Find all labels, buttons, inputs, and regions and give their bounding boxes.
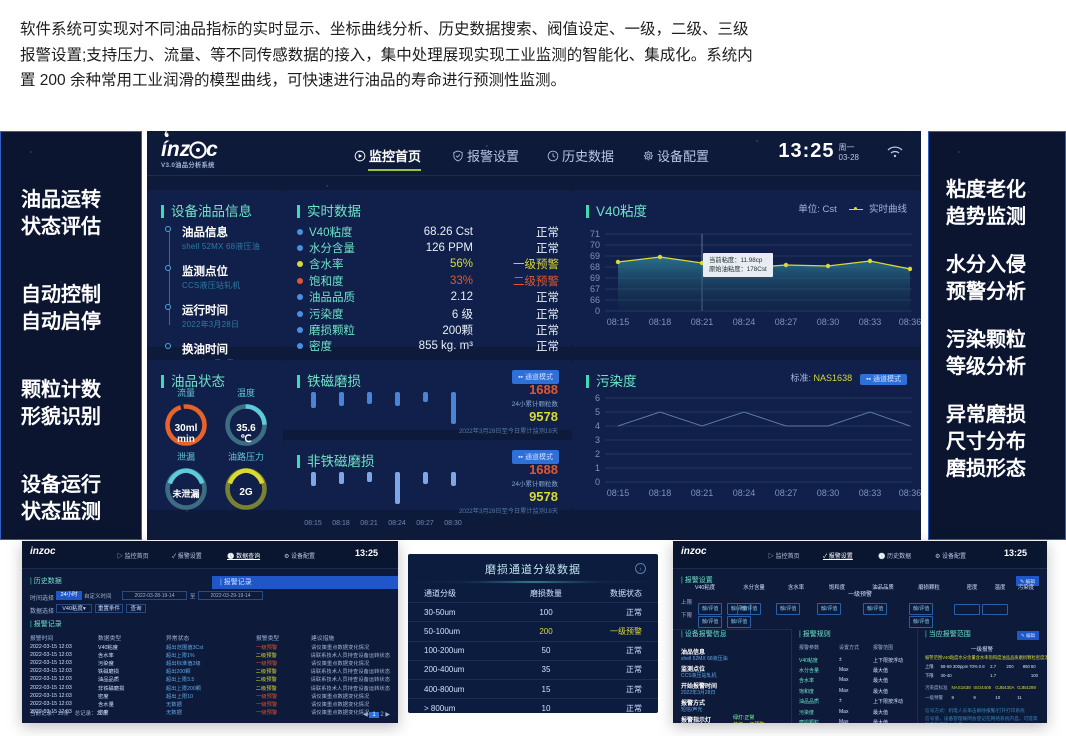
svg-text:08:27: 08:27 xyxy=(775,317,798,327)
svg-text:08:21: 08:21 xyxy=(691,488,714,498)
svg-text:08:30: 08:30 xyxy=(817,317,840,327)
svg-text:69: 69 xyxy=(590,273,600,283)
svg-text:08:21: 08:21 xyxy=(691,317,714,327)
svg-text:71: 71 xyxy=(590,229,600,239)
svg-text:0: 0 xyxy=(595,477,600,487)
svg-text:08:24: 08:24 xyxy=(733,317,756,327)
svg-text:08:27: 08:27 xyxy=(775,488,798,498)
svg-text:68: 68 xyxy=(590,262,600,272)
svg-text:67: 67 xyxy=(590,284,600,294)
svg-text:08:15: 08:15 xyxy=(607,317,630,327)
svg-text:08:30: 08:30 xyxy=(817,488,840,498)
svg-text:0: 0 xyxy=(595,306,600,316)
svg-text:08:18: 08:18 xyxy=(649,317,672,327)
svg-text:08:15: 08:15 xyxy=(607,488,630,498)
svg-text:66: 66 xyxy=(590,295,600,305)
svg-text:08:33: 08:33 xyxy=(859,488,882,498)
svg-text:2: 2 xyxy=(595,449,600,459)
svg-text:6: 6 xyxy=(595,393,600,403)
svg-text:5: 5 xyxy=(595,407,600,417)
svg-text:70: 70 xyxy=(590,240,600,250)
svg-text:08:18: 08:18 xyxy=(649,488,672,498)
svg-text:69: 69 xyxy=(590,251,600,261)
svg-text:4: 4 xyxy=(595,421,600,431)
svg-text:08:33: 08:33 xyxy=(859,317,882,327)
svg-text:1: 1 xyxy=(595,463,600,473)
svg-text:3: 3 xyxy=(595,435,600,445)
svg-text:08:24: 08:24 xyxy=(733,488,756,498)
svg-text:08:36: 08:36 xyxy=(899,317,921,327)
svg-text:08:36: 08:36 xyxy=(899,488,921,498)
